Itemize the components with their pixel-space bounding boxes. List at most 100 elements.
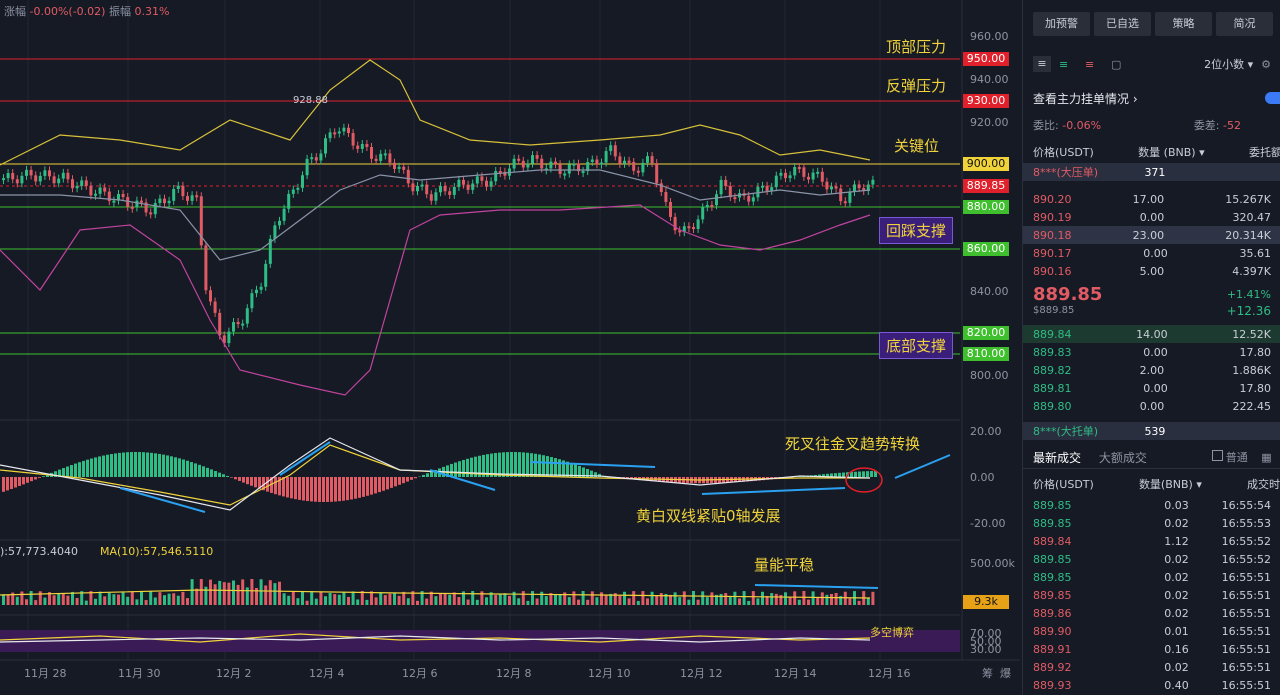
overview-button[interactable]: 简况 [1216,12,1273,36]
candle-body [682,226,686,233]
tab-latest-trades[interactable]: 最新成交 [1033,450,1082,465]
volume-bar [213,584,217,605]
ask-row[interactable]: 890.19 0.00 320.47 [1023,208,1280,226]
volume-bar [172,593,176,605]
macd-bar [362,477,365,497]
ordinary-checkbox[interactable] [1211,450,1223,461]
candle-body [747,195,751,202]
main-orders-link[interactable]: 查看主力挂单情况 › [1033,91,1138,106]
bid-row[interactable]: 889.82 2.00 1.886K [1023,361,1280,379]
bid-list: 889.84 14.00 12.52K 889.83 0.00 17.80 889.82… [1023,325,1280,415]
volume-bar [581,591,585,605]
x-axis-tail: 爆 [1000,667,1011,680]
volume-bar [825,594,829,605]
bid-row[interactable]: 889.80 0.00 222.45 [1023,397,1280,415]
volume-bar [462,591,465,605]
candle-body [784,172,787,179]
candle-body [393,162,396,169]
big-ask-label: 8***(大压单) [1033,166,1099,179]
big-bid-qty: 539 [1144,424,1166,438]
candle-body [416,185,419,192]
bid-row[interactable]: 889.81 0.00 17.80 [1023,379,1280,397]
macd-bar [138,452,141,477]
ask-row[interactable]: 890.18 23.00 20.314K [1023,226,1280,244]
volume-bar [692,591,695,605]
bid-qty: 2.00 [1139,363,1165,377]
layout-icon-3[interactable]: ≡ [1085,57,1095,71]
layout-icon-4[interactable]: ▢ [1111,57,1122,71]
volume-bar [328,592,332,605]
col-qty[interactable]: 数量 (BNB) ▾ [1138,146,1205,159]
decimals-value: 2位小数 [1204,58,1245,71]
bid-row[interactable]: 889.84 14.00 12.52K [1023,325,1280,343]
candle-body [733,197,737,200]
strategy-button[interactable]: 策略 [1155,12,1212,36]
macd-bar [238,477,241,481]
trade-price: 889.85 [1033,588,1072,602]
macd-bar [18,477,21,486]
macd-bar [298,477,301,500]
volume-bar [255,587,258,605]
macd-axis-label: 0.00 [970,471,995,484]
candle-body [866,184,870,192]
candle-body [531,155,534,164]
watchlist-button[interactable]: 已自选 [1094,12,1151,36]
bottom-support-label: 底部支撑 [879,332,954,359]
volume-bar [604,594,608,605]
volume-bar [701,591,705,605]
volume-bar [103,596,107,605]
candle-body [586,161,590,172]
volume-bar [402,591,406,605]
candle-body [314,157,318,161]
tab-large-trades[interactable]: 大额成交 [1098,450,1147,465]
trade-col-qty[interactable]: 数量(BNB) ▾ [1138,478,1202,491]
volume-bar [682,591,686,605]
layout-icon-1[interactable]: ≡ [1033,56,1051,72]
layout-icon-2[interactable]: ≡ [1059,57,1069,71]
volume-bar [186,598,189,605]
candle-body [287,193,291,209]
add-alert-button[interactable]: 加预警 [1033,12,1090,36]
col-total[interactable]: 委托额 ▾ [1249,144,1280,160]
macd-bar [30,477,33,482]
grid-icon[interactable]: ▦ [1261,451,1272,464]
volume-bar [765,595,769,605]
candle-body [218,312,222,336]
candle-body [84,180,88,186]
macd-bar [266,477,269,492]
candle-body [337,131,341,134]
candle-body [301,175,304,188]
candle-body [563,173,567,176]
volume-bar [227,582,231,605]
ask-row[interactable]: 890.17 0.00 35.61 [1023,244,1280,262]
bid-row[interactable]: 889.83 0.00 17.80 [1023,343,1280,361]
chart-area[interactable]: 涨幅 -0.00%(-0.02) 振幅 0.31% 顶部压力 反弹压力 关键位 … [0,0,1020,695]
macd-bar [470,457,473,477]
trend-arrow [894,454,951,479]
candle-body [535,155,539,159]
chart-canvas[interactable] [0,0,1020,695]
volume-bar [784,592,787,605]
trade-qty: 0.02 [1164,570,1189,584]
macd-bar [454,462,457,477]
trade-row: 889.91 0.16 16:55:51 [1023,640,1280,658]
candle-body [75,185,79,189]
trade-qty: 0.40 [1164,678,1189,692]
main-orders-toggle[interactable] [1265,92,1280,104]
ask-row[interactable]: 890.20 17.00 15.267K [1023,190,1280,208]
settings-icon[interactable]: ⚙ [1261,57,1271,71]
ask-row[interactable]: 890.16 5.00 4.397K [1023,262,1280,280]
volume-bar [774,593,778,605]
candle-body [360,144,364,149]
macd-bar [302,477,305,501]
trade-price: 889.85 [1033,552,1072,566]
macd-bar [206,467,209,477]
macd-bar [854,471,857,477]
candle-body [434,192,438,201]
volume-bar [664,593,668,605]
decimals-select[interactable]: 2位小数 ▾ [1204,58,1254,71]
candle-body [57,178,61,184]
rsi-band [0,630,960,652]
volume-bar [199,579,203,605]
macd-bar [830,473,833,477]
